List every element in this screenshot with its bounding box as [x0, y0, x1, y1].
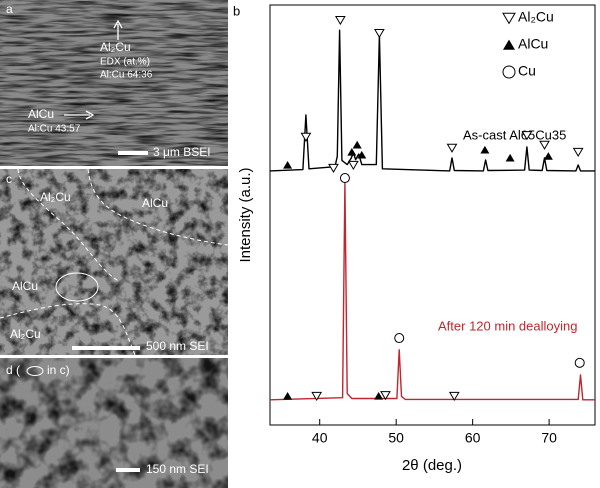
peak-marker: [334, 16, 346, 26]
plot-frame: [269, 4, 596, 426]
peak-marker: [380, 391, 391, 401]
region-label: Al₂Cu: [40, 190, 71, 204]
panel-d: d ( in c) 150 nm SEI: [0, 358, 228, 488]
panel-label: b: [233, 3, 240, 18]
peak-marker: [328, 163, 339, 173]
legend-label: Cu: [518, 63, 536, 79]
ratio-label: Al:Cu 64:36: [100, 70, 153, 81]
plot: 40 50 60 70 As-cast Al65Cu35 After 120 min de…: [269, 9, 595, 446]
selection-ellipse: [55, 272, 99, 302]
x-axis-label: 2θ (deg.): [402, 457, 462, 474]
x-tick-label: 70: [541, 430, 557, 446]
series-line: [269, 29, 595, 172]
peak-marker: [347, 160, 359, 171]
peak-marker: [352, 140, 362, 149]
scale-bar: [72, 346, 140, 350]
legend-symbol: [503, 39, 515, 50]
phase-label: AlCu: [28, 107, 54, 121]
peak-marker: [480, 145, 490, 154]
boundary: [87, 168, 229, 246]
ellipse-icon: [26, 366, 44, 376]
peak-marker: [357, 150, 367, 159]
peak-marker: [448, 391, 460, 402]
scale-bar: [118, 151, 148, 155]
panel-c: c Al₂Cu AlCu AlCu Al₂Cu 500 nm SEI: [0, 168, 229, 356]
peak-marker: [572, 147, 584, 158]
peak-marker: [539, 140, 550, 150]
peak-marker: [283, 391, 293, 400]
peak-marker: [574, 357, 585, 368]
arrow-head: [113, 19, 123, 29]
edx-label: EDX (at.%): [100, 57, 150, 68]
peak-marker: [300, 132, 312, 142]
peak-marker: [347, 147, 357, 156]
peak-marker: [283, 160, 293, 169]
y-axis-label: Intensity (a.u.): [237, 167, 254, 262]
sem-texture: [0, 358, 228, 488]
panel-a: a Al₂Cu EDX (at.%) Al:Cu 64:36 AlCu Al:C…: [0, 0, 228, 166]
peak-marker: [373, 29, 385, 39]
region-label: Al₂Cu: [10, 327, 41, 341]
phase-label: Al₂Cu: [100, 40, 131, 54]
panel-label: d (: [6, 363, 20, 377]
scale-label: 150 nm SEI: [146, 462, 209, 476]
series-label: After 120 min dealloying: [438, 318, 577, 333]
x-tick-label: 50: [388, 430, 404, 446]
series-label: As-cast Al65Cu35: [463, 127, 566, 142]
peak-marker: [311, 391, 323, 402]
peak-marker: [394, 333, 405, 344]
peak-marker: [374, 391, 384, 400]
legend-symbol: [502, 65, 516, 79]
x-tick-label: 60: [465, 430, 481, 446]
panel-label-end: in c): [47, 363, 70, 377]
legend-symbol: [502, 12, 516, 25]
scale-label: 500 nm SEI: [146, 339, 209, 353]
peak-marker: [446, 143, 458, 153]
panel-label: c: [6, 172, 12, 186]
legend-label: Al₂Cu: [518, 9, 554, 25]
boundary: [0, 303, 136, 356]
scale-label: 3 μm BSEI: [153, 145, 211, 159]
peak-marker: [339, 173, 350, 184]
peak-marker: [505, 153, 515, 162]
sem-texture: [0, 0, 228, 166]
region-label: AlCu: [142, 196, 168, 210]
legend-label: AlCu: [518, 36, 548, 52]
scale-bar: [116, 468, 140, 472]
panel-label: a: [6, 2, 13, 16]
arrow-head: [85, 110, 95, 120]
peak-marker: [543, 152, 553, 160]
peak-marker: [521, 131, 533, 141]
region-label: AlCu: [12, 279, 38, 293]
series-line: [269, 182, 595, 401]
x-tick-label: 40: [312, 430, 328, 446]
ratio-label: Al:Cu 43:57: [28, 124, 81, 135]
